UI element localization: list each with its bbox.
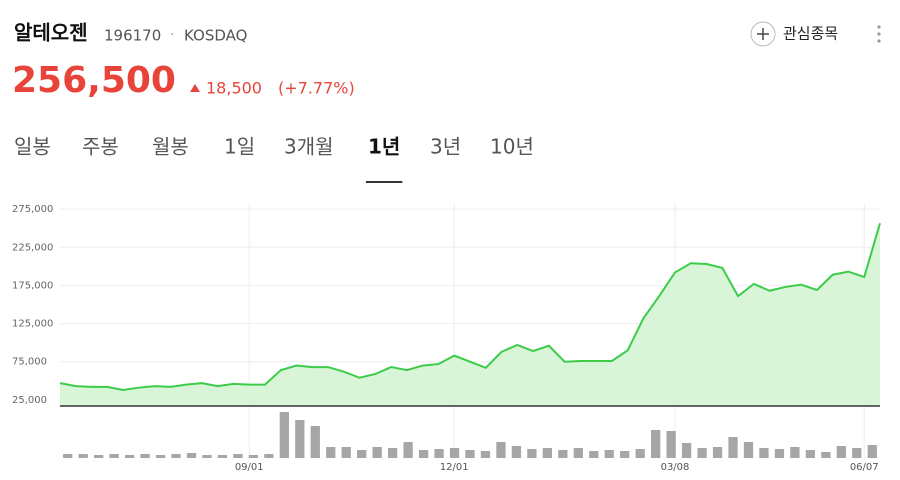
volume-bar — [233, 454, 243, 458]
volume-bar — [867, 445, 877, 458]
more-menu[interactable] — [877, 25, 881, 43]
volume-bar — [465, 450, 475, 458]
volume-bar — [836, 446, 846, 458]
volume-bar — [295, 420, 305, 458]
volume-bar — [511, 446, 522, 458]
volume-bar — [217, 455, 228, 458]
separator: · — [170, 27, 174, 43]
volume-bar — [604, 450, 614, 458]
volume-bar — [558, 450, 568, 458]
dot — [877, 25, 881, 29]
dot — [877, 39, 881, 43]
volume-bar — [651, 430, 661, 458]
change-pct: (+7.77%) — [278, 79, 355, 98]
x-tick-label: 06/07 — [850, 462, 879, 473]
tabs: 일봉 주봉 월봉 1일 3개월 1년 3년 10년 — [14, 135, 534, 183]
volume-bar — [171, 454, 181, 458]
volume-bar — [388, 448, 398, 458]
volume-bar — [418, 450, 429, 458]
volume-bar — [449, 448, 460, 458]
volume-bar — [279, 412, 289, 458]
volume-bar — [542, 448, 552, 458]
volume-bar — [202, 455, 212, 458]
watch-label: 관심종목 — [783, 25, 838, 43]
volume-bar — [728, 437, 738, 458]
volume-bar — [403, 442, 413, 458]
tab[interactable]: 1일 — [224, 135, 255, 159]
tab[interactable]: 월봉 — [152, 135, 189, 159]
volume-bar — [759, 448, 769, 458]
volume-bar — [527, 449, 537, 458]
volume-bar — [78, 454, 88, 458]
volume-bar — [326, 447, 336, 458]
volume-bar — [496, 442, 506, 458]
volume-bar — [821, 452, 831, 458]
x-tick-label: 12/01 — [440, 462, 469, 473]
volume-bar — [434, 449, 444, 458]
y-tick-label: 175,000 — [12, 280, 53, 291]
volume-bar — [155, 455, 166, 458]
volume-bar — [635, 449, 645, 458]
volume-bar — [681, 443, 692, 458]
volume-bar — [372, 447, 382, 458]
y-tick-label: 25,000 — [12, 395, 47, 406]
stock-code: 196170 — [104, 27, 161, 45]
x-tick-label: 09/01 — [235, 462, 264, 473]
volume-bar — [852, 448, 862, 458]
volume-bar — [140, 454, 150, 458]
volume-bar — [790, 447, 800, 458]
volume-bar — [186, 453, 197, 458]
volume-bar — [341, 447, 351, 458]
volume-bar — [310, 426, 320, 458]
tab[interactable]: 3개월 — [284, 135, 334, 159]
volume-bar — [264, 454, 274, 458]
volume-bar — [774, 449, 785, 458]
area-fill — [60, 223, 880, 406]
watch-button[interactable]: 관심종목 — [750, 21, 838, 47]
volume-bar — [94, 455, 104, 458]
stock-name: 알테오젠 — [14, 21, 88, 45]
y-tick-label: 125,000 — [12, 319, 53, 330]
tab[interactable]: 3년 — [430, 135, 461, 159]
y-tick-label: 275,000 — [12, 204, 53, 215]
volume-bar — [712, 447, 723, 458]
volume-bar — [620, 451, 630, 458]
tab[interactable]: 일봉 — [14, 135, 51, 159]
tab[interactable]: 1년 — [368, 135, 400, 159]
volume-bar — [124, 455, 135, 458]
volume-bar — [573, 448, 583, 458]
x-tick-label: 03/08 — [661, 462, 690, 473]
up-arrow — [190, 84, 200, 92]
volume-bar — [589, 451, 599, 458]
volume-bar — [666, 431, 676, 458]
volume-bar — [248, 455, 259, 458]
volume-bar — [357, 450, 367, 458]
price-line — [59, 222, 881, 391]
tab[interactable]: 10년 — [490, 135, 534, 159]
tab[interactable]: 주봉 — [82, 135, 119, 159]
volume-bar — [805, 450, 816, 458]
chart: 25,000 75,000 125,000 175,000 225,000 275,000… — [12, 203, 881, 473]
y-tick-label: 225,000 — [12, 242, 53, 253]
volume-bar — [697, 448, 707, 458]
volume-bar — [480, 451, 491, 458]
market: KOSDAQ — [184, 27, 247, 45]
dot — [877, 32, 881, 36]
y-tick-label: 75,000 — [12, 357, 47, 368]
volume-bar — [63, 454, 73, 458]
change: 18,500 — [206, 79, 262, 98]
price: 256,500 — [12, 60, 176, 101]
volume-bar — [743, 442, 754, 458]
volume-bar — [109, 454, 119, 458]
